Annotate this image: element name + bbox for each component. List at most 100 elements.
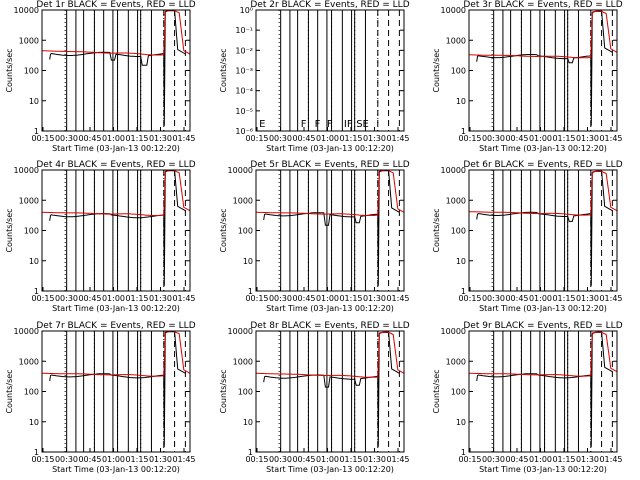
y-axis-label: Counts/sec: [219, 208, 228, 252]
panel-title: Det 6r BLACK = Events, RED = LLD: [463, 160, 622, 170]
plot-frame: [255, 330, 405, 453]
x-axis-label: Start Time (03-Jan-13 00:12:20): [479, 144, 607, 153]
panel-det-3: Det 3r BLACK = Events, RED = LLD 1 10 100 10…: [432, 0, 623, 153]
y-tick-label: 10⁻²: [235, 46, 253, 55]
panel-title: Det 8r BLACK = Events, RED = LLD: [250, 321, 409, 331]
y-tick-label: 10000: [14, 327, 39, 336]
y-tick-label: 1000: [19, 357, 39, 366]
x-tick-label: 01:00: [529, 455, 552, 464]
lld-series-line: [469, 10, 618, 59]
x-tick-label: 00:15: [31, 455, 54, 464]
flag-label: E: [259, 119, 265, 130]
y-tick-label: 100: [238, 388, 253, 397]
lld-series-line: [469, 331, 618, 377]
x-tick-label: 01:30: [363, 294, 386, 303]
x-tick-label: 01:45: [172, 294, 195, 303]
x-tick-label: 00:45: [505, 294, 528, 303]
y-tick-label: 10000: [441, 166, 466, 175]
y-tick-label: 1: [34, 287, 39, 296]
x-tick-label: 01:45: [172, 455, 195, 464]
flag-label: F: [301, 119, 307, 130]
x-tick-label: 00:15: [31, 134, 54, 143]
flag-label: SE: [356, 119, 369, 130]
lld-series-line: [468, 170, 618, 216]
plot-frame: [468, 330, 618, 453]
x-tick-label: 01:45: [386, 134, 409, 143]
y-tick-label: 10⁻¹: [235, 26, 253, 35]
x-tick-label: 01:45: [386, 455, 409, 464]
y-axis-label: Counts/sec: [5, 369, 14, 413]
x-tick-label: 01:30: [149, 134, 172, 143]
x-tick-label: 00:15: [245, 455, 268, 464]
y-tick-label: 10⁰: [240, 6, 253, 15]
lld-series-line: [256, 169, 405, 216]
y-tick-label: 100: [451, 388, 466, 397]
x-tick-label: 01:00: [529, 294, 552, 303]
y-axis-label: Counts/sec: [432, 208, 441, 252]
y-tick-label: 1: [461, 127, 466, 136]
x-tick-label: 01:30: [363, 134, 386, 143]
panel-det-7: Det 7r BLACK = Events, RED = LLD 1 10 100 10…: [5, 321, 196, 474]
y-tick-label: 10: [456, 418, 466, 427]
plot-frame: [41, 9, 191, 132]
x-tick-label: 00:30: [269, 294, 292, 303]
y-tick-label: 1: [461, 287, 466, 296]
y-tick-label: 1000: [446, 196, 466, 205]
x-tick-label: 01:30: [149, 294, 172, 303]
lld-series-line: [41, 9, 191, 56]
panel-det-5: Det 5r BLACK = Events, RED = LLD 1 10 100 10…: [219, 160, 410, 313]
x-tick-label: 00:45: [505, 134, 528, 143]
y-tick-label: 10000: [14, 166, 39, 175]
plot-frame: [468, 169, 618, 292]
x-tick-label: 01:00: [529, 134, 552, 143]
y-tick-label: 100: [451, 227, 466, 236]
y-tick-label: 10: [29, 257, 39, 266]
lld-series-line: [42, 169, 191, 216]
y-tick-label: 10⁻⁶: [235, 127, 253, 136]
x-tick-label: 00:15: [31, 294, 54, 303]
flag-label: IF: [344, 119, 353, 130]
x-tick-label: 00:15: [458, 455, 481, 464]
x-tick-label: 00:45: [78, 294, 101, 303]
x-tick-label: 00:30: [269, 134, 292, 143]
events-series-line: [263, 331, 400, 447]
x-tick-label: 00:30: [482, 134, 505, 143]
x-tick-label: 01:45: [386, 294, 409, 303]
y-tick-label: 10⁻³: [235, 67, 253, 76]
y-tick-label: 1: [34, 448, 39, 457]
plot-frame: [41, 330, 191, 453]
y-tick-label: 100: [24, 388, 39, 397]
panel-det-8: Det 8r BLACK = Events, RED = LLD 1 10 100 10…: [219, 321, 410, 474]
x-tick-label: 01:15: [552, 134, 575, 143]
x-tick-label: 01:00: [316, 134, 339, 143]
x-tick-label: 00:15: [458, 294, 481, 303]
x-tick-label: 00:45: [292, 134, 315, 143]
x-tick-label: 01:00: [102, 134, 125, 143]
y-tick-label: 10: [456, 257, 466, 266]
x-tick-label: 01:15: [339, 134, 362, 143]
x-axis-label: Start Time (03-Jan-13 00:12:20): [266, 304, 394, 313]
x-tick-label: 01:30: [363, 455, 386, 464]
y-axis-label: Counts/sec: [5, 208, 14, 252]
y-tick-label: 1000: [446, 357, 466, 366]
panel-det-1: Det 1r BLACK = Events, RED = LLD 1 10 100 10…: [5, 0, 196, 153]
panel-title: Det 2r BLACK = Events, RED = LLD: [250, 0, 409, 10]
y-tick-label: 10: [29, 97, 39, 106]
x-tick-label: 01:30: [149, 455, 172, 464]
x-tick-label: 00:45: [292, 455, 315, 464]
y-tick-label: 10000: [228, 327, 253, 336]
y-tick-label: 1000: [233, 196, 253, 205]
x-tick-label: 01:45: [172, 134, 195, 143]
y-tick-label: 1: [248, 287, 253, 296]
x-tick-label: 00:45: [505, 455, 528, 464]
y-tick-label: 100: [24, 227, 39, 236]
plot-frame: [41, 169, 191, 292]
x-axis-label: Start Time (03-Jan-13 00:12:20): [52, 465, 180, 474]
x-axis-label: Start Time (03-Jan-13 00:12:20): [266, 465, 394, 474]
x-tick-label: 01:00: [316, 455, 339, 464]
x-axis-label: Start Time (03-Jan-13 00:12:20): [479, 465, 607, 474]
panel-title: Det 4r BLACK = Events, RED = LLD: [36, 160, 195, 170]
x-tick-label: 01:30: [576, 294, 599, 303]
